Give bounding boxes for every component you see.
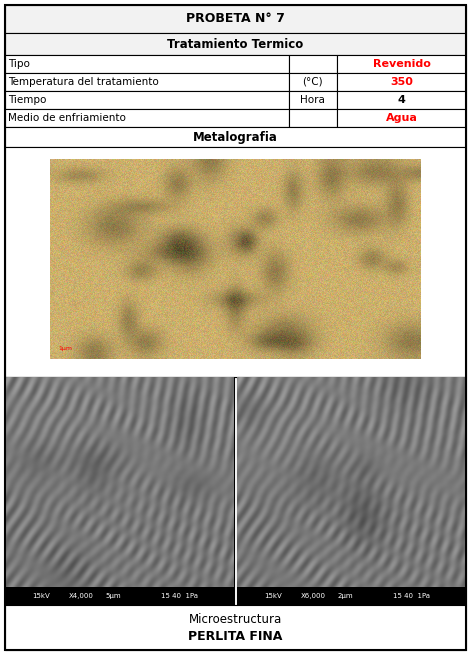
Bar: [289, 73, 337, 91]
Bar: [289, 109, 337, 127]
Bar: [337, 109, 466, 127]
Bar: [337, 73, 466, 91]
Bar: [289, 55, 337, 73]
Text: 4: 4: [398, 95, 406, 105]
Bar: [5, 91, 289, 109]
Text: Tiempo: Tiempo: [8, 95, 46, 105]
Text: X4,000: X4,000: [69, 593, 94, 599]
Text: Tipo: Tipo: [8, 59, 30, 69]
Bar: [5, 587, 234, 605]
Text: 15kV: 15kV: [32, 593, 50, 599]
Text: Medio de enfriamiento: Medio de enfriamiento: [8, 113, 126, 123]
Bar: [5, 147, 466, 377]
Bar: [337, 55, 466, 73]
Text: 15 40  1Pa: 15 40 1Pa: [393, 593, 430, 599]
Bar: [337, 91, 466, 109]
Bar: [5, 127, 466, 147]
Text: 1μm: 1μm: [58, 346, 72, 351]
Bar: [5, 5, 466, 33]
Bar: [237, 587, 466, 605]
Bar: [5, 377, 234, 605]
Text: PERLITA FINA: PERLITA FINA: [188, 630, 283, 643]
Text: Microestructura: Microestructura: [189, 613, 282, 626]
Text: Temperatura del tratamiento: Temperatura del tratamiento: [8, 77, 159, 87]
Text: Tratamiento Termico: Tratamiento Termico: [167, 37, 304, 50]
Bar: [237, 377, 466, 605]
Text: 2μm: 2μm: [338, 593, 353, 599]
Text: Agua: Agua: [386, 113, 417, 123]
Bar: [5, 109, 289, 127]
Text: (°C): (°C): [302, 77, 323, 87]
Text: Metalografia: Metalografia: [193, 130, 278, 143]
Bar: [5, 73, 289, 91]
Bar: [5, 55, 289, 73]
Bar: [5, 33, 466, 55]
Text: 15kV: 15kV: [265, 593, 282, 599]
Bar: [5, 605, 466, 650]
Text: PROBETA N° 7: PROBETA N° 7: [186, 12, 285, 26]
Bar: [289, 91, 337, 109]
Text: 350: 350: [390, 77, 413, 87]
Text: Hora: Hora: [300, 95, 325, 105]
Text: 5μm: 5μm: [106, 593, 122, 599]
Text: X6,000: X6,000: [301, 593, 326, 599]
Text: 15 40  1Pa: 15 40 1Pa: [161, 593, 198, 599]
Text: Revenido: Revenido: [373, 59, 430, 69]
